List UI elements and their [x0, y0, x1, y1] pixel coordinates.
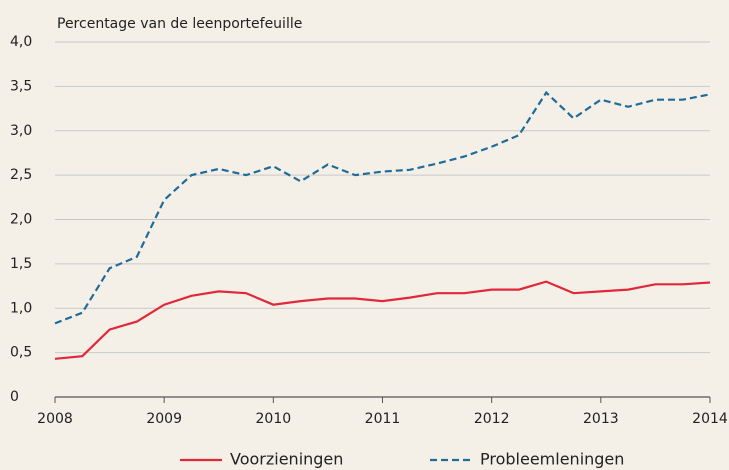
- x-tick-label: 2010: [256, 411, 292, 427]
- x-tick-label: 2011: [365, 411, 401, 427]
- y-tick-label: 0,5: [10, 345, 32, 361]
- x-tick-label: 2012: [474, 411, 510, 427]
- legend-label: Probleemleningen: [480, 450, 624, 469]
- y-tick-label: 1,5: [10, 256, 32, 272]
- y-axis-label: Percentage van de leenportefeuille: [57, 16, 302, 32]
- y-tick-label: 4,0: [10, 34, 32, 50]
- series-line: [54, 280, 711, 360]
- x-tick-label: 2008: [37, 411, 73, 427]
- x-tick-label: 2013: [583, 411, 619, 427]
- y-tick-label: 3,0: [10, 123, 32, 139]
- x-tick-label: 2009: [146, 411, 182, 427]
- y-tick-label: 0: [10, 389, 19, 405]
- legend-label: Voorzieningen: [230, 450, 343, 469]
- x-tick-label: 2014: [692, 411, 728, 427]
- y-tick-label: 3,5: [10, 78, 32, 94]
- y-tick-label: 1,0: [10, 300, 32, 316]
- y-tick-label: 2,0: [10, 212, 32, 228]
- y-tick-label: 2,5: [10, 167, 32, 183]
